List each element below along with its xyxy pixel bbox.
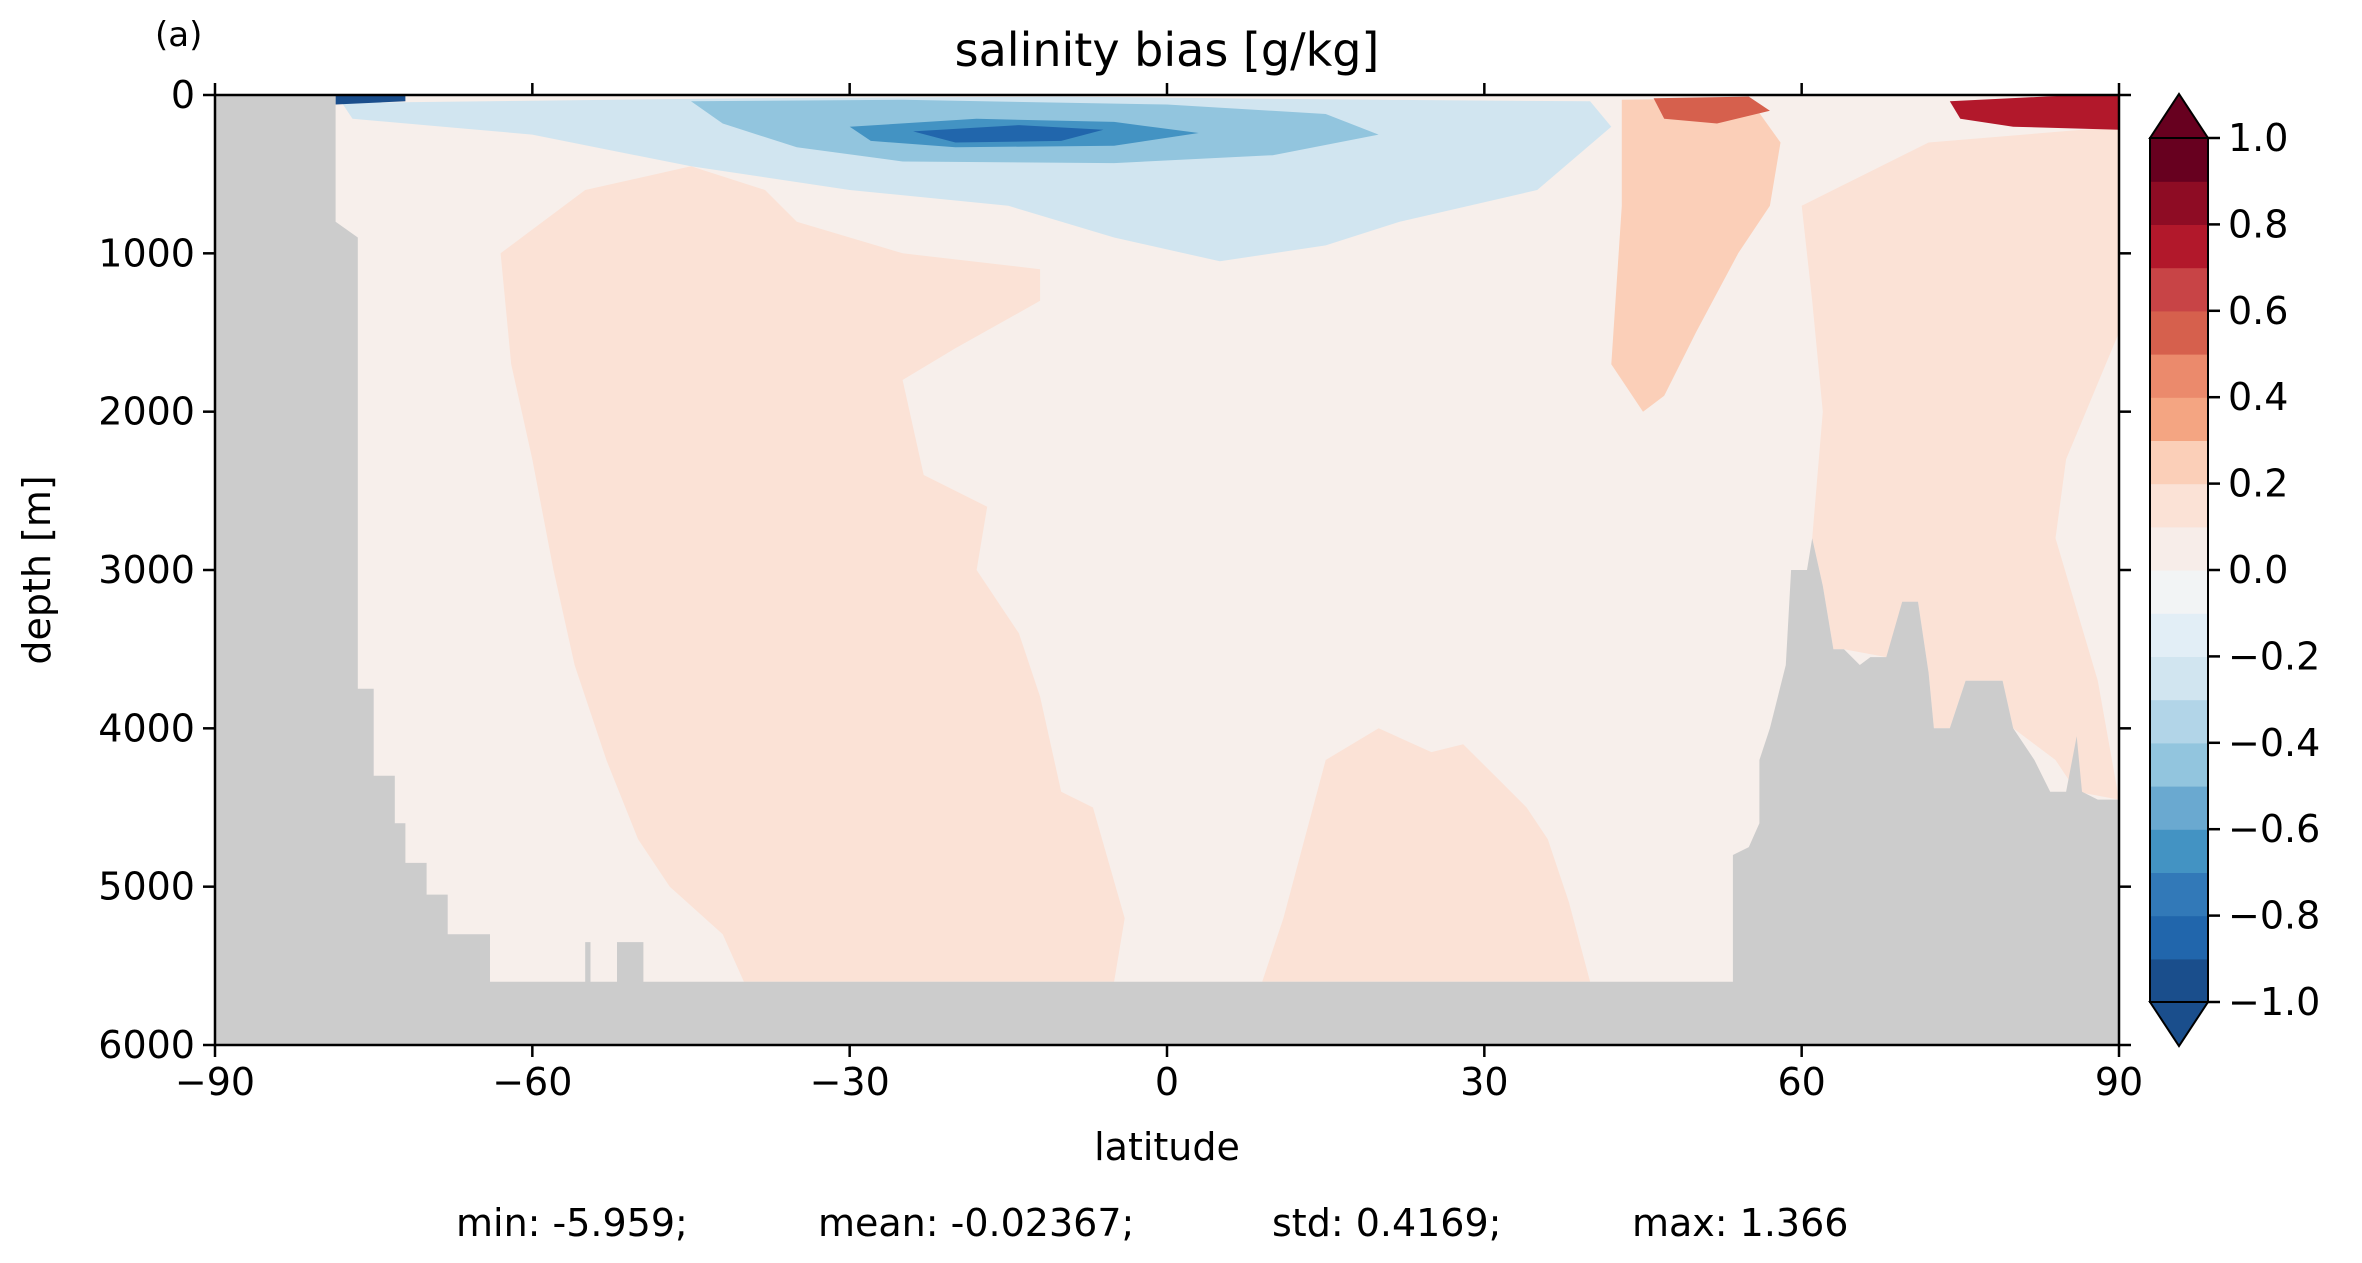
colorbar-tick-label: 0.8	[2228, 202, 2288, 246]
colorbar-tick-label: −0.2	[2228, 634, 2320, 678]
y-tick-label: 1000	[98, 231, 195, 275]
y-tick-label: 3000	[98, 548, 195, 592]
region-fresh-bias-max	[913, 125, 1104, 143]
colorbar-swatch	[2150, 958, 2208, 1003]
chart-title: salinity bias [g/kg]	[955, 23, 1380, 77]
region-salty-bias-north-deep	[1801, 126, 2119, 800]
colorbar-swatch	[2150, 354, 2208, 398]
colorbar-tick-label: −0.6	[2228, 807, 2320, 851]
region-salty-bias-arctic-surface	[1949, 95, 2119, 130]
x-tick-label: 90	[2095, 1060, 2143, 1104]
colorbar-tick-label: 0.4	[2228, 375, 2288, 419]
panel-label: (a)	[155, 15, 202, 55]
colorbar-swatch	[2150, 267, 2208, 312]
colorbar-tick-label: −0.4	[2228, 721, 2320, 765]
colorbar-tick-label: 0.2	[2228, 462, 2288, 506]
stat-std: std: 0.4169;	[1272, 1201, 1501, 1245]
colorbar-tick-label: −0.8	[2228, 894, 2320, 938]
x-tick-label: −30	[810, 1060, 890, 1104]
colorbar-swatch	[2150, 483, 2208, 528]
colorbar-extend-min	[2148, 1001, 2210, 1048]
colorbar-swatch	[2150, 440, 2208, 485]
region-fresh-bias-antarctic-surface	[335, 95, 406, 105]
y-tick-label: 0	[171, 73, 195, 117]
region-land-mask	[215, 95, 2119, 1045]
colorbar-tick-label: 0.6	[2228, 289, 2288, 333]
colorbar-swatch	[2150, 872, 2208, 917]
x-axis-label: latitude	[1094, 1125, 1240, 1169]
colorbar-swatch	[2150, 656, 2208, 701]
colorbar-swatch	[2150, 786, 2208, 830]
stat-mean: mean: -0.02367;	[818, 1201, 1134, 1245]
colorbar-extend-max	[2148, 92, 2210, 139]
x-tick-label: 0	[1155, 1060, 1179, 1104]
colorbar-swatch	[2150, 224, 2208, 269]
x-tick-label: 60	[1777, 1060, 1825, 1104]
y-tick-label: 6000	[98, 1023, 195, 1067]
x-tick-label: 30	[1460, 1060, 1508, 1104]
y-axis-label: depth [m]	[15, 475, 59, 664]
colorbar-swatch	[2150, 742, 2208, 787]
stat-min: min: -5.959;	[456, 1201, 688, 1245]
colorbar-swatch	[2150, 915, 2208, 960]
colorbar-swatch	[2150, 397, 2208, 441]
region-salty-bias-mid-north	[1262, 728, 1591, 982]
x-tick-label: −60	[492, 1060, 572, 1104]
colorbar-swatch	[2150, 181, 2208, 225]
stats-line: min: -5.959; mean: -0.02367; std: 0.4169…	[456, 1201, 1848, 1245]
colorbar-swatch	[2150, 310, 2208, 355]
x-tick-label: −90	[175, 1060, 255, 1104]
region-salty-bias-north-surface	[1653, 96, 1770, 124]
colorbar-tick-label: 0.0	[2228, 548, 2288, 592]
colorbar-tick-label: 1.0	[2228, 116, 2288, 160]
colorbar-tick-label: −1.0	[2228, 980, 2320, 1024]
y-axis: 0 1000 2000 3000 4000 5000 6000	[98, 73, 2131, 1067]
y-tick-label: 5000	[98, 865, 195, 909]
region-salty-bias-north-upper	[1611, 98, 1781, 412]
bias-regions	[215, 95, 2119, 1045]
colorbar: −1.0 −0.8 −0.6 −0.4 −0.2 0.0 0.2 0.4 0.6 0.8 1.0	[2148, 92, 2320, 1048]
y-tick-label: 2000	[98, 390, 195, 434]
plot-area	[215, 95, 2119, 1045]
colorbar-swatch	[2150, 526, 2208, 571]
colorbar-swatch	[2150, 138, 2208, 182]
y-tick-label: 4000	[98, 706, 195, 750]
region-salty-bias-deep-south	[500, 166, 1125, 982]
stat-max: max: 1.366	[1632, 1201, 1848, 1245]
colorbar-swatch	[2150, 613, 2208, 657]
colorbar-swatch	[2150, 570, 2208, 614]
colorbar-swatch	[2150, 699, 2208, 744]
colorbar-swatch	[2150, 829, 2208, 873]
x-axis: −90 −60 −30 0 30 60 90	[175, 83, 2143, 1104]
